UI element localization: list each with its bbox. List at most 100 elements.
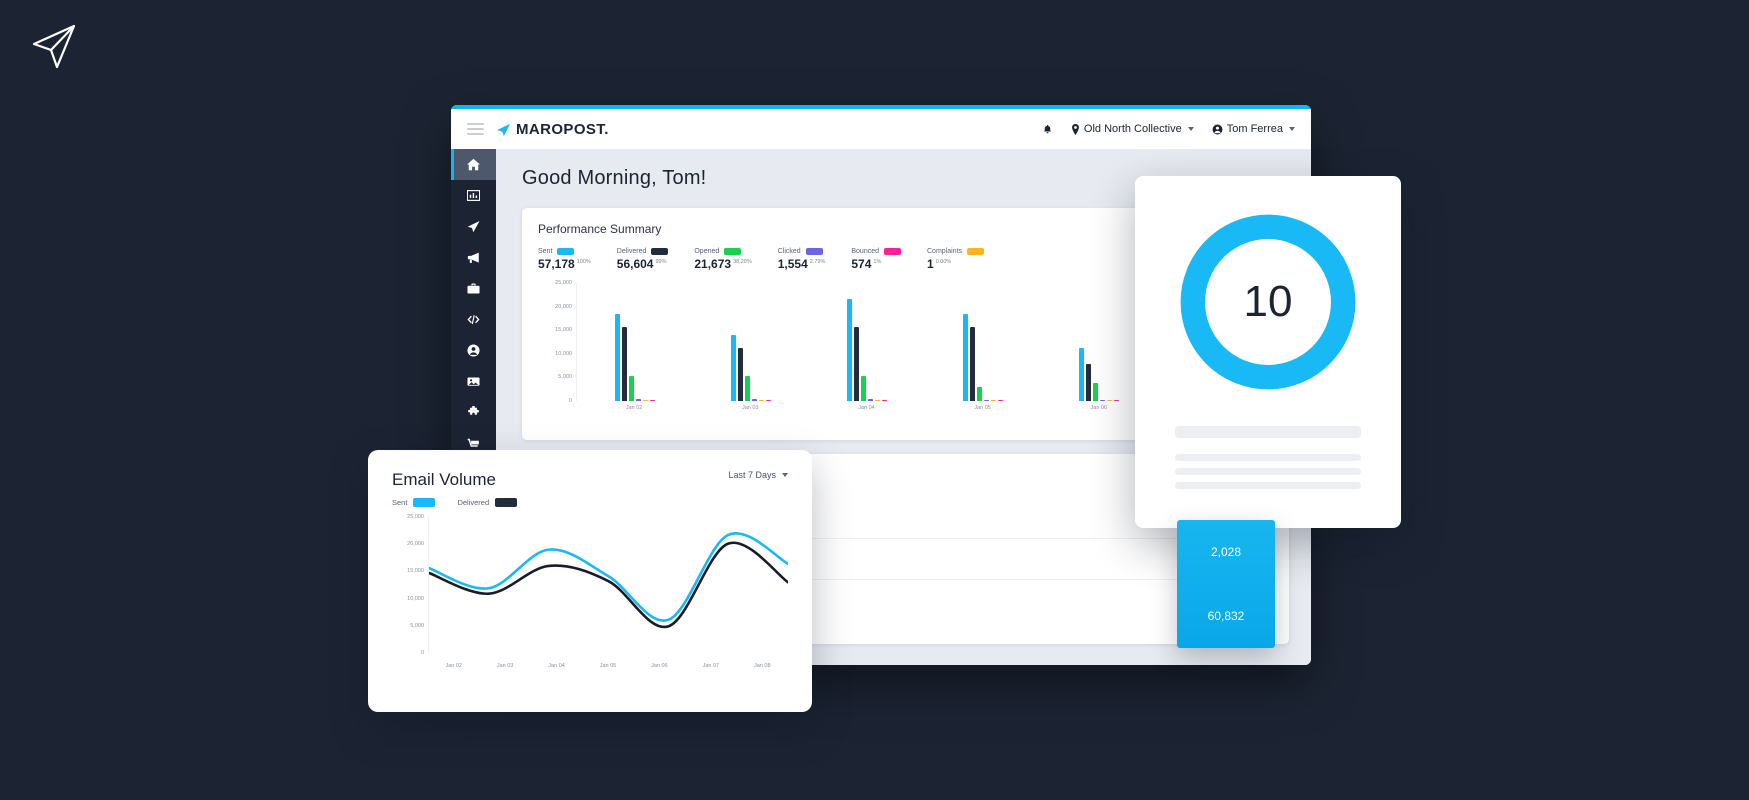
bar-opened: [745, 375, 750, 401]
sidebar-item-commerce[interactable]: [451, 428, 496, 459]
x-tick-label: Jan 06: [1090, 405, 1108, 411]
skeleton-line: [1175, 468, 1361, 475]
sidebar-item-home[interactable]: [451, 149, 496, 180]
bar-opened: [629, 375, 634, 401]
email-volume-card: Email Volume Last 7 Days Sent Delivered 0…: [368, 450, 812, 712]
sidebar-item-announcements[interactable]: [451, 242, 496, 273]
metric-value: 1 0.00%: [927, 257, 952, 271]
bar-bounced: [650, 399, 655, 401]
date-range-label: Last 7 Days: [728, 470, 776, 480]
metric-percent: 100%: [576, 259, 591, 265]
page-title: Good Morning, Tom!: [522, 167, 707, 189]
x-tick-label: Jan 08: [753, 663, 771, 669]
account-selector[interactable]: Old North Collective: [1071, 123, 1194, 135]
metric-clicked: Clicked 1,554 2.79%: [777, 248, 826, 271]
sidebar-item-tools[interactable]: [451, 273, 496, 304]
app-logo[interactable]: MAROPOST.: [496, 121, 609, 138]
y-tick-label: 0: [568, 398, 572, 404]
metric-label: Delivered: [616, 248, 647, 255]
y-tick-label: 25,000: [555, 280, 572, 286]
metric-bounced: Bounced 574 1%: [851, 248, 901, 271]
metric-label: Complaints: [927, 248, 963, 255]
bar-sent: [847, 298, 852, 401]
x-tick-label: Jan 02: [445, 663, 462, 669]
line-series-sent: [429, 533, 788, 620]
bar-group: [693, 283, 809, 401]
brand-paper-plane-icon: [28, 20, 80, 72]
sidebar-item-reports[interactable]: [451, 180, 496, 211]
metric-label: Opened: [694, 248, 720, 255]
bar-bounced: [998, 399, 1003, 401]
metric-swatch: [724, 248, 742, 255]
sidebar-item-media[interactable]: [451, 366, 496, 397]
metric-swatch: [651, 248, 669, 255]
chevron-down-icon: [782, 473, 788, 477]
metric-sent: Sent 57,178 100%: [538, 248, 591, 271]
sidebar-item-campaigns[interactable]: [451, 211, 496, 242]
bar-clicked: [1100, 399, 1105, 401]
x-tick-label: Jan 05: [974, 405, 991, 411]
window-accent-bar: [451, 105, 1311, 109]
home-icon: [467, 158, 480, 171]
x-tick-label: Jan 02: [625, 405, 643, 411]
y-tick-label: 25,000: [407, 514, 424, 520]
hamburger-icon[interactable]: [467, 123, 484, 135]
date-range-selector[interactable]: Last 7 Days: [728, 470, 788, 480]
bar-delivered: [738, 348, 743, 401]
puzzle-icon: [468, 406, 479, 415]
line-chart-plot: [428, 517, 788, 653]
bar-delivered: [622, 326, 627, 401]
x-tick-label: Jan 05: [599, 663, 617, 669]
metric-value: 1,554 2.79%: [777, 257, 826, 271]
sidebar-item-integrations[interactable]: [451, 397, 496, 428]
metric-percent: 0.00%: [935, 259, 952, 265]
bar-group: [809, 283, 925, 401]
paper-plane-icon: [496, 123, 511, 136]
metric-opened: Opened 21,673 38.29%: [694, 248, 752, 271]
bar-sent: [963, 313, 968, 401]
email-volume-title: Email Volume: [392, 470, 496, 489]
bar-clicked: [752, 399, 757, 401]
placeholder-lines: [1175, 426, 1361, 496]
highlight-stat-tile: 2,028 60,832: [1177, 520, 1275, 648]
bar-opened: [1093, 383, 1098, 401]
legend-label: Delivered: [457, 498, 490, 507]
y-tick-label: 20,000: [407, 541, 424, 548]
skeleton-line: [1175, 482, 1361, 489]
metric-value: 56,604 99%: [616, 257, 667, 271]
metric-label: Bounced: [851, 248, 879, 255]
y-tick-label: 5,000: [558, 374, 572, 381]
x-tick-label: Jan 04: [548, 663, 565, 669]
bar-chart-icon: [467, 190, 480, 201]
metric-percent: 1%: [873, 259, 882, 265]
email-volume-line-chart: 0 5,000 10,000 15,000 20,000 25,000 Jan 02 Jan…: [392, 514, 788, 669]
bar-opened: [977, 387, 982, 401]
highlight-stat-value: 60,832: [1207, 609, 1245, 623]
y-tick-label: 15,000: [407, 568, 424, 575]
x-tick-label: Jan 03: [742, 405, 759, 411]
code-icon: [467, 315, 480, 325]
bar-complaints: [875, 399, 880, 401]
highlight-stat-value: 2,028: [1210, 545, 1242, 559]
bell-icon[interactable]: [1042, 124, 1053, 135]
y-tick-label: 15,000: [555, 327, 572, 334]
metric-label: Sent: [538, 248, 553, 255]
sidebar-item-contacts[interactable]: [451, 335, 496, 366]
y-tick-label: 10,000: [407, 595, 424, 602]
bar-sent: [615, 314, 620, 401]
metric-swatch: [967, 248, 985, 255]
cart-icon: [467, 438, 479, 447]
line-chart-x-axis: Jan 02 Jan 03 Jan 04 Jan 05 Jan 06 Jan 07 Jan …: [428, 663, 788, 669]
megaphone-icon: [467, 252, 479, 264]
metric-swatch: [557, 248, 575, 255]
bar-clicked: [868, 399, 873, 401]
account-name: Old North Collective: [1083, 123, 1182, 135]
user-menu[interactable]: Tom Ferrea: [1212, 123, 1295, 135]
x-tick-label: Jan 07: [702, 663, 720, 669]
bar-delivered: [854, 326, 859, 401]
x-tick-label: Jan 03: [496, 663, 514, 669]
sidebar-item-developer[interactable]: [451, 304, 496, 335]
metric-value: 21,673 38.29%: [694, 257, 752, 271]
map-pin-icon: [1071, 123, 1079, 135]
